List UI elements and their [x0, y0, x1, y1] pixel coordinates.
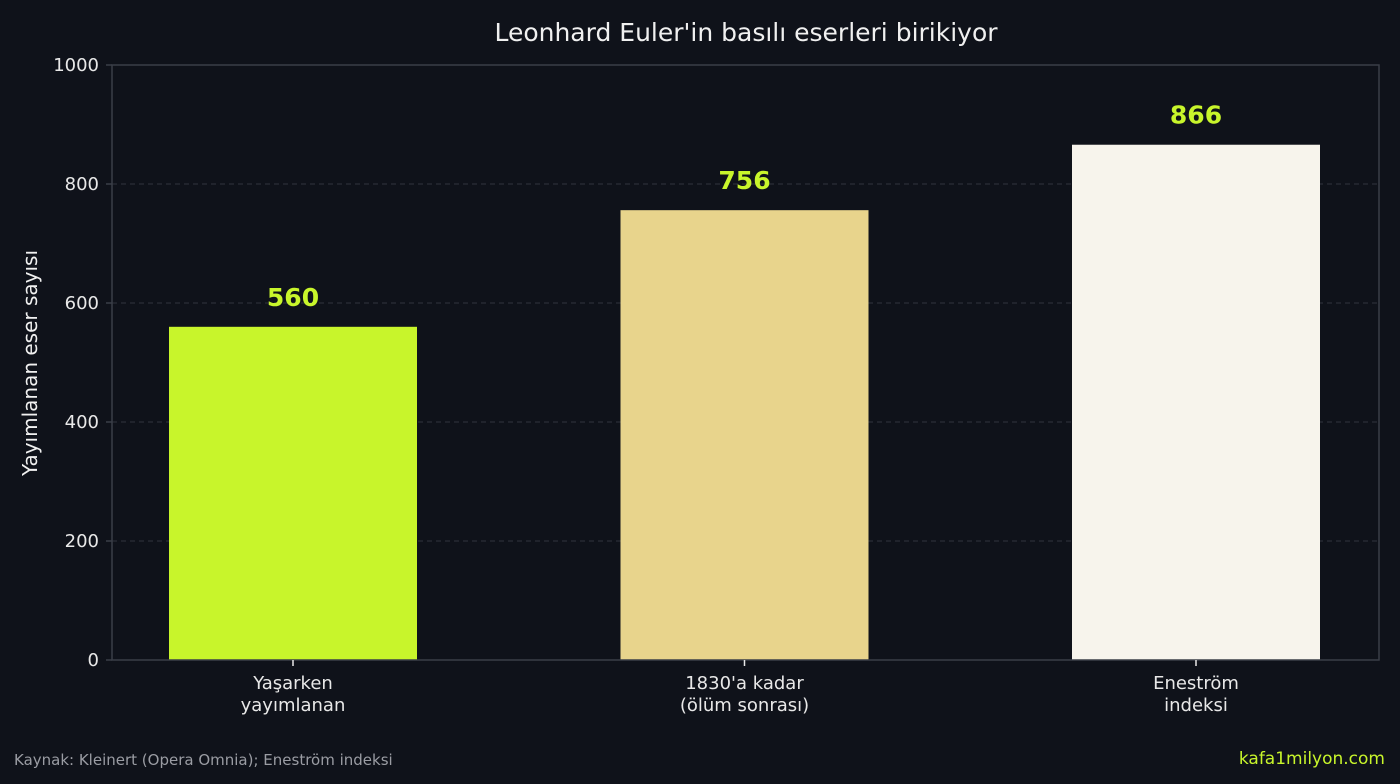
bar [169, 326, 417, 660]
brand-link[interactable]: kafa1milyon.com [1239, 749, 1385, 769]
x-tick-label: Yaşarken yayımlanan [241, 673, 346, 716]
value-label: 866 [1170, 101, 1222, 130]
labels: 0 200 400 600 800 1000 560 Yaşarken yayımlanan 75… [53, 55, 1239, 716]
y-tick-label: 1000 [53, 55, 99, 76]
y-axis-label: Yayımlanan eser sayısı [18, 250, 42, 477]
bar [620, 210, 869, 660]
value-label: 756 [718, 166, 770, 195]
plot-frame [111, 64, 1380, 661]
x-tick-label: Eneström indeksi [1153, 673, 1239, 716]
y-tick-label: 200 [65, 531, 99, 552]
y-tick-label: 0 [88, 650, 99, 671]
x-tick-label: 1830'a kadar (ölüm sonrası) [680, 673, 809, 716]
y-tick-label: 400 [65, 412, 99, 433]
chart-title: Leonhard Euler'in basılı eserleri biriki… [494, 18, 998, 47]
bars [169, 144, 1320, 661]
y-tick-label: 600 [65, 293, 99, 314]
value-label: 560 [267, 283, 319, 312]
y-tick-label: 800 [65, 174, 99, 195]
axes [106, 64, 1380, 666]
source-note: Kaynak: Kleinert (Opera Omnia); Eneström… [14, 751, 393, 769]
bar [1072, 144, 1320, 661]
